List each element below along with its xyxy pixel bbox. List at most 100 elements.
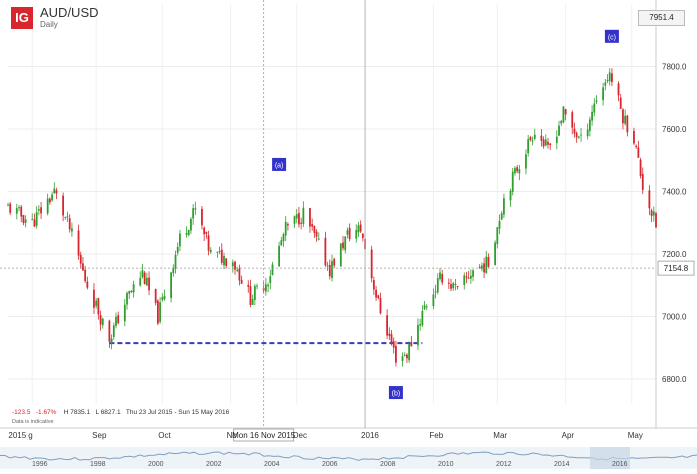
x-axis: 2015 g Sep Oct No Dec 2016 Feb Mar Apr May [8,431,642,440]
candle-body [251,299,254,305]
x-tick-label: May [628,431,643,440]
candle-body [509,190,512,201]
navigator-year-label: 2008 [380,461,396,468]
candle-body [355,230,358,239]
wave-label-box [604,29,619,43]
candle-body [253,285,256,300]
candle-body [315,231,318,237]
disclaimer: Data is indicative [12,419,54,425]
candle-body [447,282,450,284]
candle-body [622,109,624,124]
navigator-window[interactable] [590,447,630,469]
candle-body [156,300,159,324]
candle-body [35,212,38,226]
navigator[interactable]: 1996 1998 2000 2002 2004 2006 2008 2010 2012 2014… [0,447,697,469]
candle-body [395,345,397,363]
candle-body [220,249,223,263]
candle-body [560,120,563,124]
y-tick-label: 7600.0 [662,125,687,134]
candle-body [480,265,483,269]
candle-body [619,97,622,109]
candle-body [463,275,466,286]
candle-body [357,225,360,233]
candle-body [410,342,413,347]
y-tick-label: 7000.0 [662,313,687,322]
candle-body [406,354,408,359]
low-value: L 6827.1 [95,409,121,416]
candle-body [179,233,181,247]
candle-body [99,315,102,325]
candle-body [527,139,530,154]
candle-body [101,318,104,326]
candle-body [278,245,281,267]
navigator-year-label: 2014 [554,461,570,468]
candle-body [577,136,580,138]
candle-body [586,129,589,137]
candle-body [514,168,516,174]
candle-body [68,218,71,230]
candle-body [454,283,457,285]
candle-body [95,300,98,307]
candle-body [9,203,12,213]
candle-body [311,224,314,227]
candle-body [591,111,593,121]
candle-body [417,324,419,346]
wave-label: (c) [608,34,616,41]
candle-body [375,289,377,298]
candle-body [317,238,320,240]
candle-body [602,87,605,101]
candle-body [604,82,607,86]
candle-body [450,284,452,289]
candle-body [79,254,82,264]
candle-body [163,295,166,300]
x-tick-label: No [227,431,238,440]
x-tick-label: 2016 [361,431,379,440]
high-value: H 7835.1 [63,409,91,416]
candle-body [284,221,287,236]
candle-body [611,73,613,83]
candle-body [392,341,395,348]
candle-body [201,208,203,226]
candle-body [419,324,422,326]
candle-body [172,267,175,274]
candle-body [37,209,40,211]
candle-body [256,285,258,287]
crosshair-price-label: 7154.8 [664,264,689,273]
candle-body [300,222,303,224]
wave-label: (a) [275,162,284,169]
candle-body [161,297,164,300]
candle-body [170,272,173,299]
wave-label-box [272,157,287,171]
candle-body [324,237,327,266]
candle-body [516,167,519,172]
candle-body [562,106,565,123]
candle-body [432,294,435,307]
candle-body [571,112,574,128]
candle-body [390,334,393,344]
candle-body [529,137,532,141]
x-tick-label: Mar [493,431,507,440]
candle-body [467,277,470,279]
candle-body [531,140,534,142]
candle-body [635,145,638,148]
candle-body [194,208,197,210]
candle-body [346,230,349,235]
candle-body [82,263,84,271]
candle-body [639,159,642,176]
candle-body [20,206,23,217]
candle-body [333,259,336,266]
candle-body [339,243,342,267]
candle-body [126,292,128,305]
candle-body [24,219,27,223]
wave-label-box [388,386,403,400]
candle-body [123,304,126,322]
candle-body [606,79,609,81]
x-tick-label: Dec [293,431,307,440]
candle-body [328,264,331,277]
candle-body [218,251,221,253]
candle-body [298,212,300,225]
navigator-year-label: 1996 [32,461,48,468]
grid [0,0,697,429]
y-tick-label: 7800.0 [662,63,687,72]
